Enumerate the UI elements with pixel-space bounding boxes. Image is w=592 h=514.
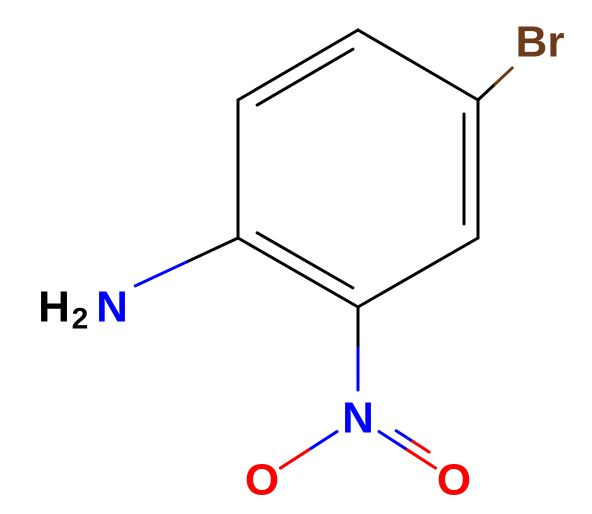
atom-label-O2: O bbox=[437, 456, 471, 505]
atom-label-NH2: N bbox=[96, 283, 128, 332]
atom-label-NH2: 2 bbox=[72, 303, 89, 336]
atom-label-NH2: H bbox=[38, 283, 70, 332]
atom-label-NO2_N: N bbox=[342, 394, 374, 443]
atom-label-O1: O bbox=[245, 456, 279, 505]
atom-label-Br: Br bbox=[516, 18, 565, 67]
molecule-diagram: BrH2NNOO bbox=[0, 0, 592, 514]
